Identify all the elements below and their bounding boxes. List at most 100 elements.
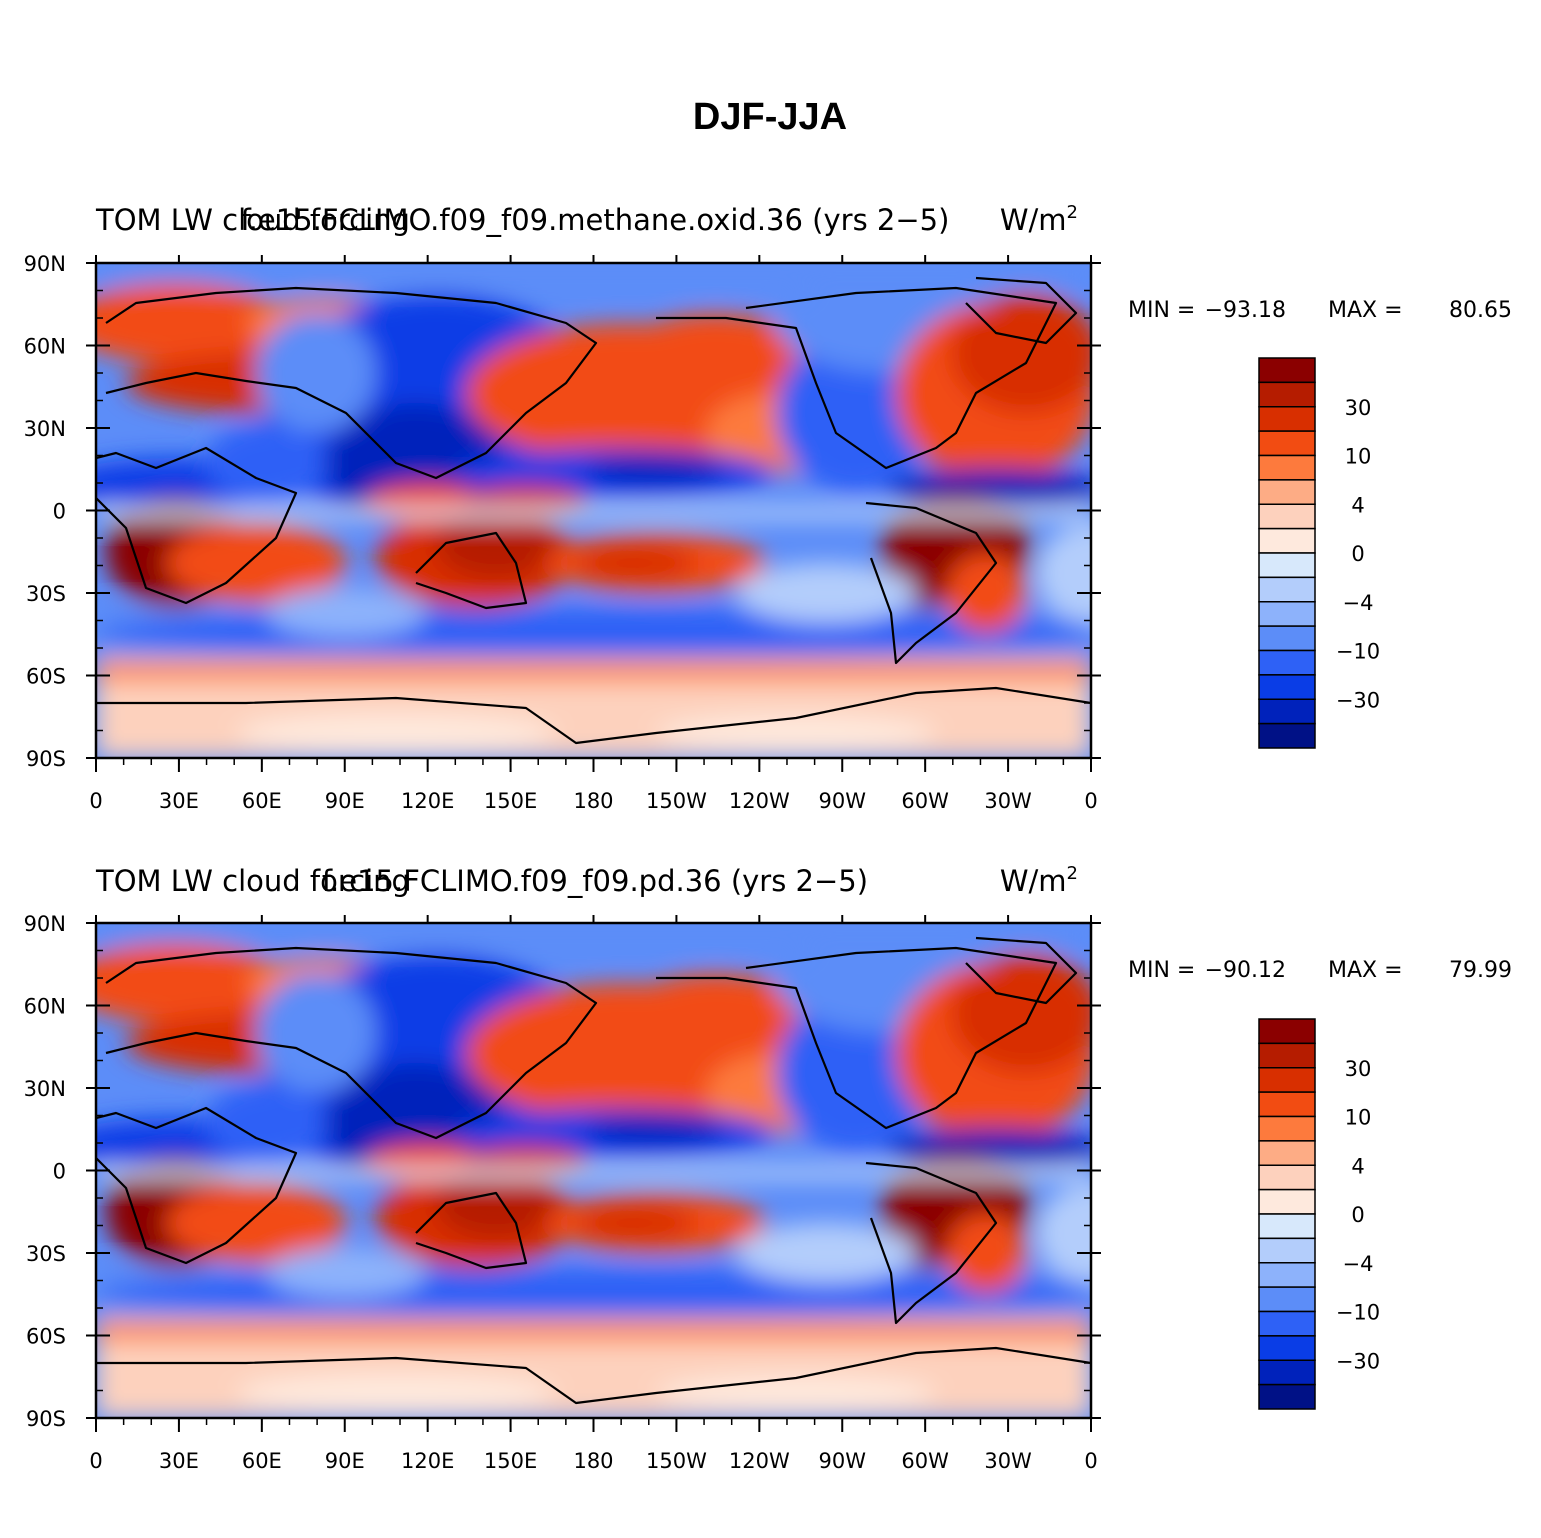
lon-tick-label: 120E (401, 1449, 454, 1473)
lat-tick-label: 30N (24, 1077, 66, 1101)
panel-center-string: f.e15.FCLIMO.f09_f09.methane.oxid.36 (yr… (241, 203, 950, 237)
lat-tick-label: 90S (26, 747, 66, 771)
lat-tick-label: 30N (24, 417, 66, 441)
lon-tick-label: 0 (89, 1449, 102, 1473)
lat-tick-label: 60N (24, 335, 66, 359)
colorbar-label: 4 (1351, 1154, 1364, 1178)
max-label: MAX = (1328, 298, 1403, 323)
colorbar-label: −10 (1336, 640, 1380, 664)
min-value: −93.18 (1205, 298, 1286, 323)
colorbar-box (1258, 1042, 1316, 1069)
colorbar-box (1258, 1091, 1316, 1118)
colorbar-label: 30 (1345, 396, 1372, 420)
max-label: MAX = (1328, 958, 1403, 983)
colorbar-box (1258, 357, 1316, 384)
colorbar-label: −4 (1343, 1252, 1374, 1276)
axis-ticks: 90N 60N 30N 0 30S 60S 90S 0 30E 60E 90E 120E 150E 180… (24, 912, 1101, 1473)
colorbar-box (1258, 552, 1316, 579)
colorbar-label: −30 (1336, 1349, 1380, 1373)
lat-tick-label: 60S (26, 1325, 66, 1349)
colorbar-box (1258, 1164, 1316, 1191)
panel-left-string: TOM LW cloud forcing (95, 864, 410, 898)
lon-tick-label: 30E (159, 789, 199, 813)
lon-tick-label: 120W (729, 789, 790, 813)
axis-ticks: 90N 60N 30N 0 30S 60S 90S 0 30E 60E 90E 120E 150E 180… (24, 252, 1101, 813)
colorbar-box (1258, 430, 1316, 457)
lat-tick-label: 30S (26, 582, 66, 606)
lon-tick-label: 0 (1084, 789, 1097, 813)
colorbar-box (1258, 674, 1316, 700)
lon-tick-label: 90E (325, 1449, 365, 1473)
colorbar-box (1258, 1115, 1316, 1142)
colorbar-label: 30 (1345, 1057, 1372, 1081)
lon-tick-label: 90W (819, 1449, 867, 1473)
lon-tick-label: 180 (573, 789, 613, 813)
lat-tick-label: 0 (53, 500, 66, 524)
lon-tick-label: 150W (646, 1449, 707, 1473)
colorbar-box (1258, 625, 1316, 652)
lon-tick-label: 60E (242, 1449, 282, 1473)
panel-units: W/m2 (1000, 863, 1078, 898)
lon-tick-label: 90E (325, 789, 365, 813)
panel-center-string: f.e15.FCLIMO.f09_f09.pd.36 (yrs 2−5) (322, 864, 868, 898)
lat-tick-label: 90N (24, 252, 66, 276)
lon-tick-label: 30W (984, 789, 1032, 813)
max-value: 80.65 (1449, 298, 1512, 323)
colorbar-box (1258, 1262, 1316, 1288)
colorbar-box (1258, 698, 1316, 725)
coastlines (96, 936, 1091, 1405)
max-value: 79.99 (1449, 958, 1512, 983)
colorbar-label: −30 (1336, 688, 1380, 712)
lon-tick-label: 30E (159, 1449, 199, 1473)
lon-tick-label: 0 (1084, 1449, 1097, 1473)
colorbar-box (1258, 1067, 1316, 1093)
colorbar-box (1258, 381, 1316, 408)
contour-field (96, 923, 1091, 1418)
colorbar-box (1258, 1335, 1316, 1361)
lon-tick-label: 120W (729, 1449, 790, 1473)
min-label: MIN = (1128, 298, 1195, 323)
panel-units: W/m2 (1000, 202, 1078, 237)
panel-methane-oxid: TOM LW cloud forcing f.e15.FCLIMO.f09_f0… (24, 202, 1512, 813)
lon-tick-label: 60W (901, 789, 949, 813)
colorbar-box (1258, 1018, 1316, 1045)
lon-tick-label: 150E (484, 789, 537, 813)
lat-tick-label: 90S (26, 1407, 66, 1431)
lon-tick-label: 90W (819, 789, 867, 813)
colorbar-box (1258, 1188, 1316, 1215)
colorbar-box (1258, 1383, 1316, 1410)
lon-tick-label: 120E (401, 789, 454, 813)
lon-tick-label: 60E (242, 789, 282, 813)
lat-tick-label: 90N (24, 912, 66, 936)
lon-tick-label: 0 (89, 789, 102, 813)
colorbar-box (1258, 1213, 1316, 1240)
colorbar-label: 10 (1345, 445, 1372, 469)
lon-tick-label: 30W (984, 1449, 1032, 1473)
colorbar-label: 0 (1351, 1203, 1364, 1227)
colorbar-box (1258, 1286, 1316, 1313)
colorbar-label: −4 (1343, 591, 1374, 615)
colorbar-label: 4 (1351, 493, 1364, 517)
lat-tick-label: 60N (24, 995, 66, 1019)
lon-tick-label: 150E (484, 1449, 537, 1473)
contour-field (96, 263, 1091, 758)
colorbar: 30 10 4 0 −4 −10 −30 (1258, 1018, 1380, 1410)
colorbar-label: 10 (1345, 1106, 1372, 1130)
figure-title: DJF-JJA (693, 96, 847, 138)
colorbar-box (1258, 1237, 1316, 1264)
colorbar-label: −10 (1336, 1301, 1380, 1325)
lat-tick-label: 60S (26, 665, 66, 689)
colorbar-box (1258, 527, 1316, 554)
lon-tick-label: 60W (901, 1449, 949, 1473)
colorbar-box (1258, 479, 1316, 505)
lat-tick-label: 30S (26, 1242, 66, 1266)
colorbar-label: 0 (1351, 542, 1364, 566)
colorbar-box (1258, 1140, 1316, 1166)
colorbar-box (1258, 601, 1316, 627)
min-label: MIN = (1128, 958, 1195, 983)
colorbar-box (1258, 454, 1316, 481)
coastlines (96, 276, 1091, 745)
lon-tick-label: 150W (646, 789, 707, 813)
colorbar-box (1258, 722, 1316, 749)
